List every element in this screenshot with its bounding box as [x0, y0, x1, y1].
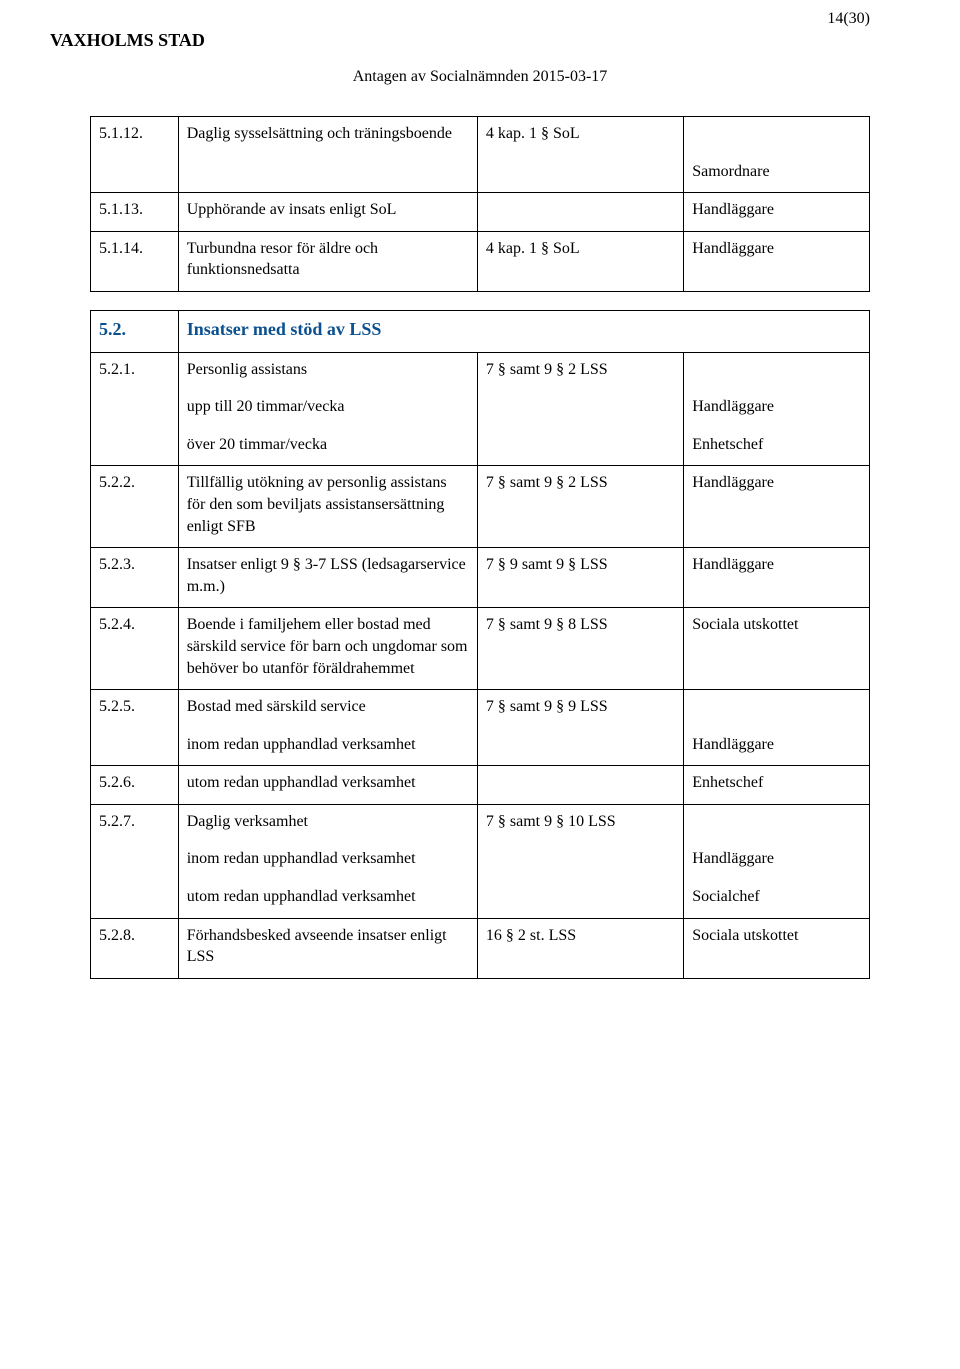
row-desc: Daglig verksamhet: [178, 804, 477, 842]
row-desc: över 20 timmar/vecka: [178, 428, 477, 466]
spacer: [90, 292, 870, 310]
row-right: Handläggare: [684, 842, 870, 880]
row-desc: Boende i familjehem eller bostad med sär…: [178, 608, 477, 690]
row-number: [91, 155, 179, 193]
row-ref: 4 kap. 1 § SoL: [477, 231, 683, 291]
row-right: Socialchef: [684, 880, 870, 918]
section-heading-row: 5.2. Insatser med stöd av LSS: [91, 310, 870, 352]
row-ref: 7 § 9 samt 9 § LSS: [477, 548, 683, 608]
row-desc: [178, 155, 477, 193]
row-desc: inom redan upphandlad verksamhet: [178, 728, 477, 766]
table-5-1: 5.1.12. Daglig sysselsättning och tränin…: [90, 116, 870, 292]
table-5-2: 5.2. Insatser med stöd av LSS 5.2.1. Per…: [90, 310, 870, 979]
row-desc: Tillfällig utökning av personlig assista…: [178, 466, 477, 548]
row-number: 5.2.5.: [91, 690, 179, 728]
table-row: 5.2.2. Tillfällig utökning av personlig …: [91, 466, 870, 548]
row-number: 5.1.13.: [91, 193, 179, 232]
heading-text: Insatser med stöd av LSS: [187, 319, 382, 339]
row-ref: 7 § samt 9 § 2 LSS: [477, 352, 683, 390]
row-number: 5.2.8.: [91, 918, 179, 978]
row-right: Handläggare: [684, 231, 870, 291]
row-number: 5.1.12.: [91, 117, 179, 155]
row-right: [684, 804, 870, 842]
table-row: 5.2.8. Förhandsbesked avseende insatser …: [91, 918, 870, 978]
row-number: 5.2.3.: [91, 548, 179, 608]
row-desc: Insatser enligt 9 § 3-7 LSS (ledsagarser…: [178, 548, 477, 608]
row-ref: [477, 842, 683, 880]
row-ref: 7 § samt 9 § 2 LSS: [477, 466, 683, 548]
row-desc: Daglig sysselsättning och träningsboende: [178, 117, 477, 155]
row-right: Enhetschef: [684, 428, 870, 466]
table-row: 5.2.4. Boende i familjehem eller bostad …: [91, 608, 870, 690]
row-desc: Personlig assistans: [178, 352, 477, 390]
section-heading-num: 5.2.: [91, 310, 179, 352]
row-ref: [477, 193, 683, 232]
table-row: över 20 timmar/vecka Enhetschef: [91, 428, 870, 466]
row-right: Handläggare: [684, 390, 870, 428]
row-ref: 4 kap. 1 § SoL: [477, 117, 683, 155]
row-number: 5.2.7.: [91, 804, 179, 842]
row-right: Handläggare: [684, 548, 870, 608]
row-desc: Förhandsbesked avseende insatser enligt …: [178, 918, 477, 978]
table-row: 5.2.3. Insatser enligt 9 § 3-7 LSS (leds…: [91, 548, 870, 608]
row-right: [684, 690, 870, 728]
row-desc: Upphörande av insats enligt SoL: [178, 193, 477, 232]
row-desc: upp till 20 timmar/vecka: [178, 390, 477, 428]
row-right: Enhetschef: [684, 766, 870, 805]
page-number: 14(30): [827, 10, 870, 28]
row-ref: [477, 155, 683, 193]
row-ref: [477, 428, 683, 466]
row-number: 5.2.4.: [91, 608, 179, 690]
table-row: 5.1.12. Daglig sysselsättning och tränin…: [91, 117, 870, 155]
table-row: inom redan upphandlad verksamhet Handläg…: [91, 842, 870, 880]
table-row: upp till 20 timmar/vecka Handläggare: [91, 390, 870, 428]
row-number: [91, 390, 179, 428]
table-row: 5.1.14. Turbundna resor för äldre och fu…: [91, 231, 870, 291]
page: VAXHOLMS STAD 14(30) Antagen av Socialnä…: [0, 0, 960, 1019]
row-right: Handläggare: [684, 193, 870, 232]
row-ref: 16 § 2 st. LSS: [477, 918, 683, 978]
row-right: [684, 352, 870, 390]
row-desc: Bostad med särskild service: [178, 690, 477, 728]
row-ref: 7 § samt 9 § 8 LSS: [477, 608, 683, 690]
row-ref: 7 § samt 9 § 9 LSS: [477, 690, 683, 728]
header-org: VAXHOLMS STAD: [50, 30, 205, 51]
table-row: 5.2.5. Bostad med särskild service 7 § s…: [91, 690, 870, 728]
table-row: 5.2.6. utom redan upphandlad verksamhet …: [91, 766, 870, 805]
header-center: Antagen av Socialnämnden 2015-03-17: [90, 68, 870, 86]
row-ref: [477, 390, 683, 428]
row-right: Sociala utskottet: [684, 608, 870, 690]
row-number: [91, 428, 179, 466]
row-ref: 7 § samt 9 § 10 LSS: [477, 804, 683, 842]
table-row: 5.1.13. Upphörande av insats enligt SoL …: [91, 193, 870, 232]
row-number: 5.2.6.: [91, 766, 179, 805]
row-number: 5.1.14.: [91, 231, 179, 291]
row-right: Handläggare: [684, 466, 870, 548]
table-row: Samordnare: [91, 155, 870, 193]
row-ref: [477, 766, 683, 805]
table-row: inom redan upphandlad verksamhet Handläg…: [91, 728, 870, 766]
row-number: 5.2.1.: [91, 352, 179, 390]
table-row: 5.2.1. Personlig assistans 7 § samt 9 § …: [91, 352, 870, 390]
row-right: Handläggare: [684, 728, 870, 766]
row-desc: utom redan upphandlad verksamhet: [178, 766, 477, 805]
row-desc: inom redan upphandlad verksamhet: [178, 842, 477, 880]
row-number: 5.2.2.: [91, 466, 179, 548]
table-row: 5.2.7. Daglig verksamhet 7 § samt 9 § 10…: [91, 804, 870, 842]
table-row: utom redan upphandlad verksamhet Socialc…: [91, 880, 870, 918]
row-right: Sociala utskottet: [684, 918, 870, 978]
row-number: [91, 842, 179, 880]
row-desc: utom redan upphandlad verksamhet: [178, 880, 477, 918]
section-heading-text-cell: Insatser med stöd av LSS: [178, 310, 869, 352]
row-right: Samordnare: [684, 155, 870, 193]
row-right: [684, 117, 870, 155]
row-ref: [477, 728, 683, 766]
row-ref: [477, 880, 683, 918]
heading-number: 5.2.: [99, 319, 126, 339]
row-number: [91, 880, 179, 918]
row-number: [91, 728, 179, 766]
row-desc: Turbundna resor för äldre och funktionsn…: [178, 231, 477, 291]
